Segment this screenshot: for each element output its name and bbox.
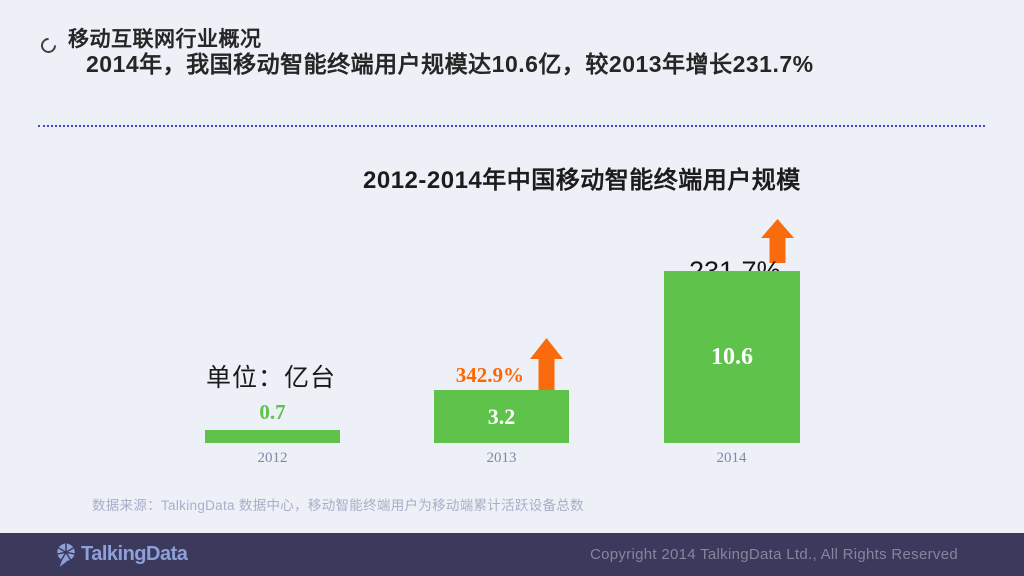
footer-bar: TalkingData Copyright 2014 TalkingData L…	[0, 533, 1024, 576]
bar-value-2014: 10.6	[711, 343, 753, 370]
data-source-note: 数据来源：TalkingData 数据中心，移动智能终端用户为移动端累计活跃设备…	[92, 498, 584, 513]
dotted-divider	[38, 125, 985, 127]
up-arrow-icon-2013	[530, 338, 563, 390]
talkingdata-logo-text: TalkingData	[81, 543, 188, 565]
talkingdata-pinwheel-icon	[55, 542, 77, 568]
axis-label-2013: 2013	[486, 450, 517, 466]
chart-unit-label: 单位：亿台	[206, 364, 337, 392]
growth-label-2013: 342.9%	[455, 363, 524, 387]
axis-label-2012: 2012	[257, 450, 288, 466]
page-title: 移动互联网行业概况	[68, 28, 262, 51]
bar-2014: 10.6	[664, 271, 800, 443]
bar-2012	[205, 430, 340, 443]
chart-title: 2012-2014年中国移动智能终端用户规模	[363, 167, 801, 194]
page-subtitle: 2014年，我国移动智能终端用户规模达10.6亿，较2013年增长231.7%	[86, 51, 814, 77]
up-arrow-icon-2014	[761, 219, 794, 263]
bar-value-2013: 3.2	[487, 403, 516, 429]
axis-label-2014: 2014	[716, 450, 747, 466]
copyright-text: Copyright 2014 TalkingData Ltd., All Rig…	[589, 546, 958, 563]
bar-2013: 3.2	[434, 390, 569, 443]
bar-value-2012: 0.7	[259, 400, 286, 424]
decorative-circle-icon	[37, 34, 60, 57]
talkingdata-logo: TalkingData	[55, 533, 188, 576]
